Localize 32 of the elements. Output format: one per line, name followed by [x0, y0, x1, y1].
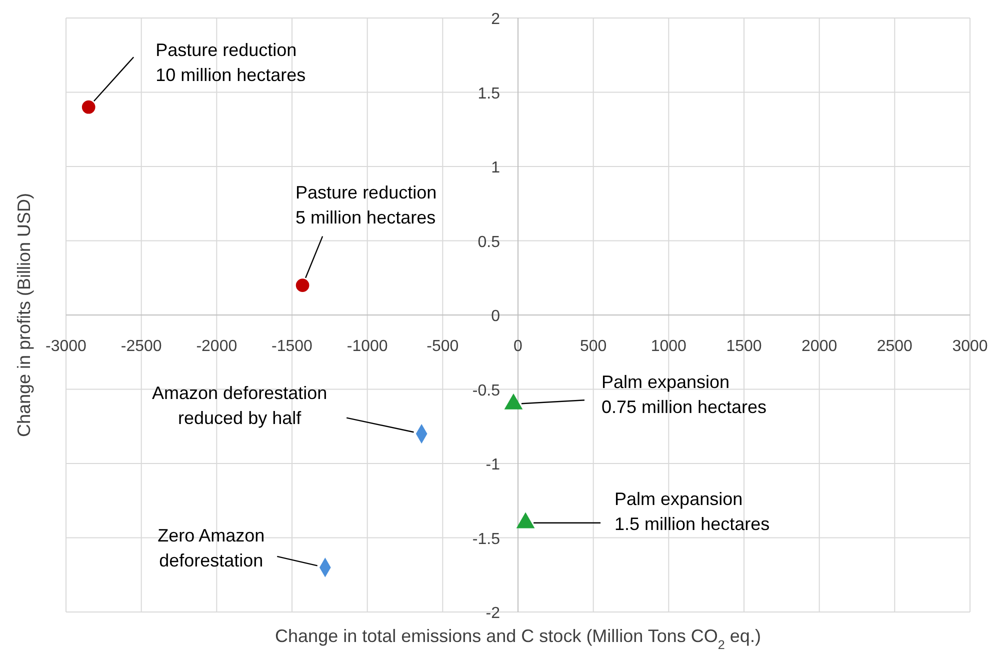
y-tick-label: 2 — [491, 11, 500, 28]
y-tick-label: -1.5 — [472, 530, 500, 548]
annotation: Palm expansion 0.75 million hectares — [601, 372, 767, 418]
x-tick-label: -500 — [426, 338, 459, 355]
annotation: Palm expansion 1.5 million hectares — [614, 488, 770, 534]
annotation: Pasture reduction 5 million hectares — [296, 182, 437, 228]
y-tick-label: -2 — [486, 605, 500, 622]
x-tick-label: 1000 — [650, 338, 687, 355]
y-tick-label: -0.5 — [472, 382, 500, 400]
x-tick-label: 2000 — [802, 338, 838, 355]
x-tick-label: -1500 — [272, 338, 313, 355]
x-tick-label: -3000 — [46, 338, 87, 355]
point — [82, 100, 96, 114]
y-tick-label: -1 — [486, 456, 500, 474]
x-tick-label: -1000 — [346, 338, 388, 355]
x-tick-label: 2500 — [876, 338, 913, 355]
y-axis-title: Change in profits (Billion USD) — [14, 192, 34, 438]
x-tick-label: -2000 — [196, 338, 238, 355]
x-tick-label: 500 — [580, 338, 607, 355]
x-tick-label: 1500 — [726, 338, 762, 355]
y-tick-label: 0 — [491, 308, 500, 325]
annotation: Zero Amazon deforestation — [158, 525, 265, 570]
x-tick-label: -2500 — [120, 338, 162, 355]
y-tick-label: 1.5 — [478, 85, 500, 102]
x-axis-title: Change in total emissions and C stock (Million Tons CO$_{2}$ eq.) — [275, 626, 761, 652]
annotation: Amazon deforestation reduced by half — [152, 382, 328, 428]
x-tick-label: 0 — [514, 338, 523, 355]
point — [296, 278, 310, 292]
annotation: Pasture reduction 10 million hectares — [156, 40, 306, 86]
x-tick-label: 3000 — [952, 338, 988, 355]
y-tick-label: 0.5 — [478, 234, 500, 251]
y-tick-label: 1 — [491, 160, 500, 176]
